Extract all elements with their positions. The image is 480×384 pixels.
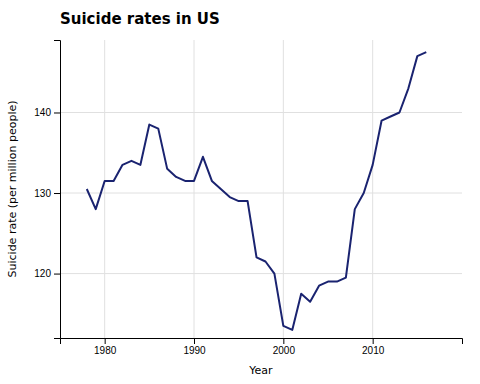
grid-line-y [60, 273, 462, 274]
x-tick-mark [105, 338, 106, 344]
x-tick-mark [194, 338, 195, 344]
y-axis-line [54, 41, 61, 339]
line [87, 52, 426, 330]
x-tick-label: 2010 [362, 345, 385, 356]
y-tick: 120 [34, 268, 60, 279]
marks [87, 52, 426, 330]
x-tick: 2010 [362, 338, 385, 356]
x-tick-mark [283, 338, 284, 344]
y-tick: 130 [34, 188, 60, 199]
y-axis: 120 130 140 [34, 41, 60, 339]
grid-line-x [372, 40, 373, 338]
y-tick-label: 140 [34, 107, 51, 118]
x-axis-title: Year [248, 364, 273, 377]
y-tick-label: 130 [34, 188, 51, 199]
x-tick: 1990 [183, 338, 206, 356]
y-tick: 140 [34, 107, 60, 118]
y-tick-mark [54, 112, 60, 113]
x-tick-label: 2000 [273, 345, 296, 356]
y-tick-mark [54, 193, 60, 194]
x-tick: 1980 [94, 338, 117, 356]
grid-line-x [104, 40, 105, 338]
grid-line-y [60, 193, 462, 194]
grid-line-y [60, 112, 462, 113]
x-tick: 2000 [273, 338, 296, 356]
title: Suicide rates in US [60, 10, 220, 28]
y-tick-mark [54, 274, 60, 275]
x-tick-label: 1990 [183, 345, 206, 356]
x-axis: 1980 1990 2000 2010 [61, 338, 463, 356]
y-axis-title: Suicide rate (per million people) [6, 101, 19, 278]
grid-line-x [194, 40, 195, 338]
x-tick-label: 1980 [94, 345, 117, 356]
plot-area: 1980 1990 2000 2010 120 130 140 [34, 40, 462, 356]
x-axis-line [61, 339, 463, 345]
chart: 1980 1990 2000 2010 120 130 140 Suicide rates i… [0, 0, 480, 384]
x-tick-mark [373, 338, 374, 344]
grid [60, 40, 462, 338]
y-tick-label: 120 [34, 268, 51, 279]
grid-line-x [283, 40, 284, 338]
